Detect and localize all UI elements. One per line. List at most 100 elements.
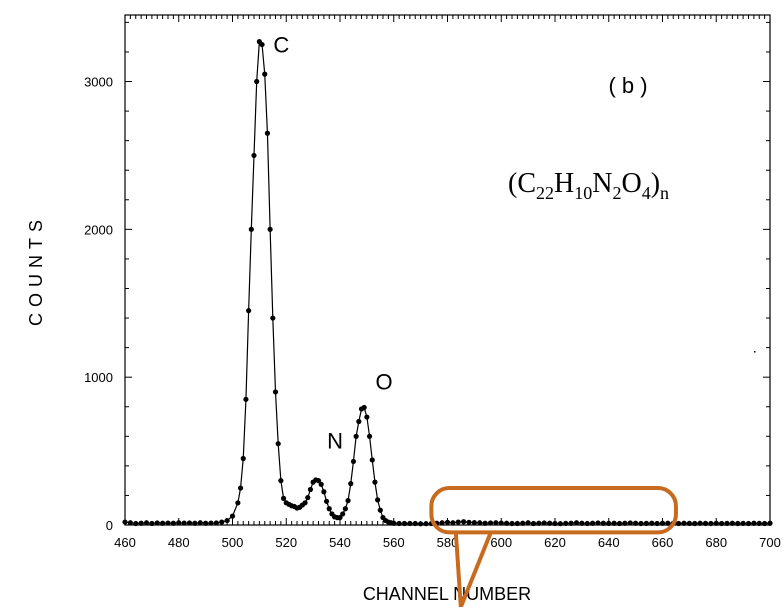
data-point xyxy=(616,520,623,527)
data-point xyxy=(348,481,354,487)
data-point xyxy=(318,481,324,487)
data-point xyxy=(262,71,268,77)
data-point xyxy=(477,520,483,526)
formula-hydrogen: H xyxy=(554,168,574,199)
data-point xyxy=(259,41,265,48)
data-point xyxy=(767,520,773,526)
data-point xyxy=(541,520,547,526)
data-point xyxy=(337,515,343,521)
data-point xyxy=(243,396,249,402)
formula-carbon-count: 22 xyxy=(536,183,554,203)
data-point xyxy=(305,495,311,501)
data-point xyxy=(407,520,413,527)
data-point xyxy=(622,520,628,526)
data-point xyxy=(579,520,585,526)
data-point xyxy=(208,520,214,526)
data-point xyxy=(466,519,472,525)
data-point xyxy=(557,521,563,527)
data-point xyxy=(611,520,617,526)
formula-close-paren: ) xyxy=(651,168,660,199)
data-point xyxy=(186,520,193,526)
data-point xyxy=(235,500,241,506)
x-tick-labels: 460 480 500 520 540 560 580 600 620 640 660 680 700 xyxy=(114,535,781,550)
data-point xyxy=(326,506,332,512)
data-point xyxy=(536,520,542,526)
data-point xyxy=(702,520,709,526)
data-point xyxy=(377,507,383,513)
formula-open-paren: ( xyxy=(508,168,517,199)
data-point xyxy=(471,520,477,526)
data-point xyxy=(724,520,730,526)
data-point xyxy=(219,519,225,525)
formula-carbon: C xyxy=(517,168,536,199)
data-point xyxy=(254,78,260,85)
data-point xyxy=(203,520,209,526)
data-point xyxy=(692,520,698,527)
data-point xyxy=(649,520,655,526)
data-point xyxy=(713,520,719,526)
data-point xyxy=(340,511,346,517)
formula-oxygen: O xyxy=(621,168,641,199)
data-point xyxy=(681,520,687,526)
data-point xyxy=(366,433,373,439)
data-point xyxy=(498,520,504,526)
x-tick-label: 460 xyxy=(114,535,136,550)
data-point xyxy=(323,498,330,504)
data-point xyxy=(280,495,287,501)
data-point xyxy=(504,520,510,526)
data-point xyxy=(595,520,601,526)
data-point xyxy=(520,520,526,526)
formula-hydrogen-count: 10 xyxy=(574,183,592,203)
peak-label: N xyxy=(327,429,343,454)
data-point xyxy=(353,433,359,439)
data-point xyxy=(676,520,682,527)
data-point xyxy=(401,520,408,527)
data-point xyxy=(756,520,762,526)
data-point xyxy=(659,520,666,526)
x-tick-label: 540 xyxy=(329,535,351,550)
x-tick-label: 480 xyxy=(168,535,190,550)
x-tick-label: 700 xyxy=(759,535,781,550)
data-point xyxy=(350,458,357,465)
chemical-formula: (C22H10N2O4)n xyxy=(508,168,669,203)
x-tick-label: 520 xyxy=(275,535,297,550)
formula-oxygen-count: 4 xyxy=(642,183,651,203)
data-point xyxy=(600,520,606,526)
callout-tail xyxy=(453,531,493,607)
data-point xyxy=(154,520,160,526)
data-point xyxy=(568,520,574,526)
data-point xyxy=(315,478,322,484)
data-point xyxy=(719,520,725,527)
series-line xyxy=(124,40,771,525)
x-tick-label: 500 xyxy=(222,535,244,550)
data-point xyxy=(493,520,499,526)
formula-nitrogen: N xyxy=(592,168,612,199)
panel-label: ( b ) xyxy=(608,73,647,98)
peak-label: C xyxy=(273,33,289,58)
plot-frame xyxy=(124,14,771,526)
data-point xyxy=(356,418,362,425)
data-point xyxy=(751,520,757,526)
data-point xyxy=(450,520,456,526)
data-point xyxy=(246,308,252,314)
data-point xyxy=(740,520,746,526)
data-point xyxy=(444,519,451,525)
data-point xyxy=(369,457,375,463)
data-point xyxy=(240,455,246,462)
data-point xyxy=(302,500,308,506)
data-point xyxy=(270,315,276,321)
data-point xyxy=(143,520,150,526)
data-point xyxy=(735,520,741,527)
y-axis-title: COUNTS xyxy=(26,214,46,326)
stray-dot xyxy=(754,351,756,353)
x-tick-label: 620 xyxy=(544,535,566,550)
data-point xyxy=(361,404,367,411)
data-point xyxy=(267,226,273,232)
data-point xyxy=(213,520,219,526)
data-point xyxy=(745,520,752,527)
data-point xyxy=(423,521,429,527)
data-point xyxy=(138,520,144,526)
data-point xyxy=(251,152,257,159)
data-point xyxy=(176,520,182,526)
